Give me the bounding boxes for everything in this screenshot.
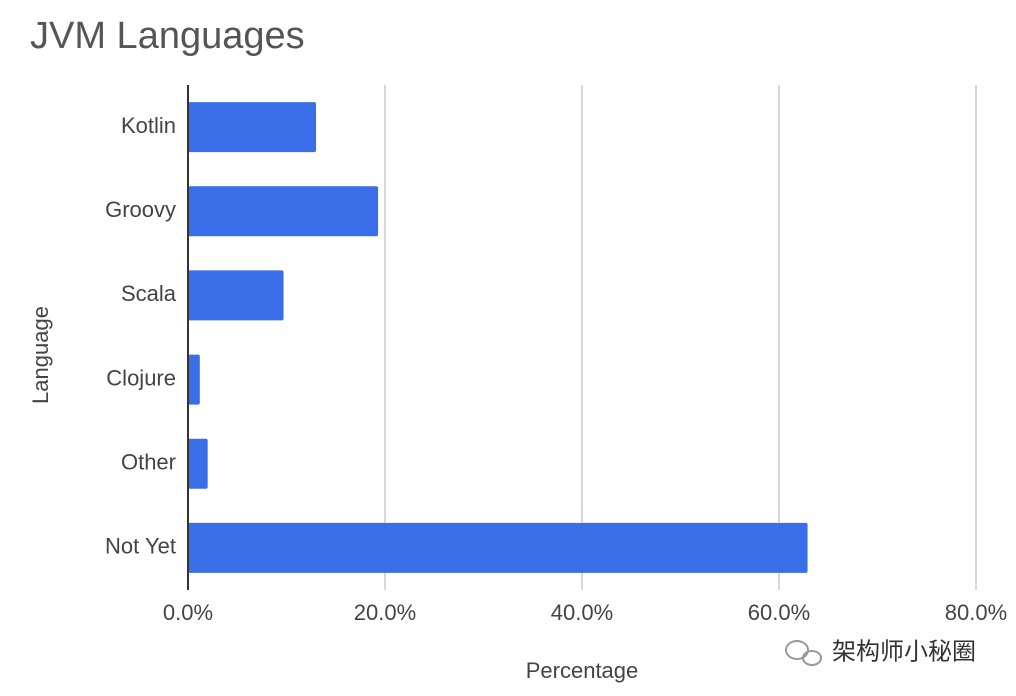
x-tick-label: 80.0% xyxy=(945,600,1007,625)
bar xyxy=(188,102,317,153)
watermark-icon xyxy=(785,640,822,666)
y-tick-label: Groovy xyxy=(105,197,176,222)
bar xyxy=(188,354,200,405)
bar xyxy=(188,270,284,321)
x-tick-label: 0.0% xyxy=(163,600,213,625)
y-tick-label: Kotlin xyxy=(121,113,176,138)
y-axis-label: Language xyxy=(28,306,53,404)
x-axis-label: Percentage xyxy=(526,658,639,683)
y-tick-label: Not Yet xyxy=(105,534,176,559)
bar xyxy=(188,186,379,237)
y-tick-label: Scala xyxy=(121,281,177,306)
x-tick-label: 40.0% xyxy=(551,600,613,625)
y-tick-label: Other xyxy=(121,450,176,475)
watermark: 架构师小秘圈 xyxy=(832,638,976,665)
x-tick-label: 60.0% xyxy=(748,600,810,625)
chart-title: JVM Languages xyxy=(30,15,305,57)
y-tick-label: Clojure xyxy=(106,365,176,390)
bar xyxy=(188,522,808,573)
bar xyxy=(188,438,208,489)
x-tick-label: 20.0% xyxy=(354,600,416,625)
